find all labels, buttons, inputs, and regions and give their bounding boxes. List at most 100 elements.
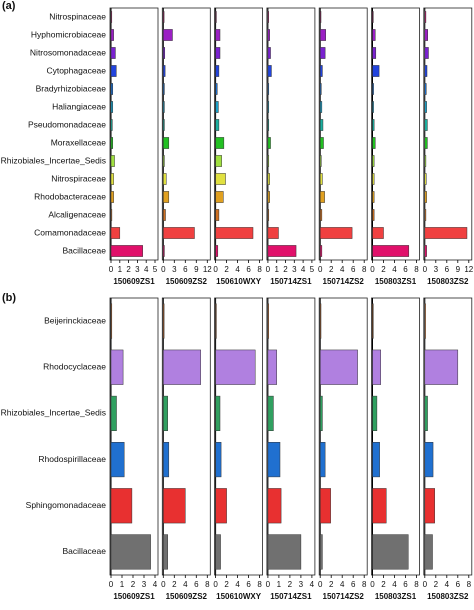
bar <box>372 191 375 203</box>
x-tick-label: 0 <box>109 265 114 274</box>
x-tick-label: 8 <box>362 265 367 274</box>
x-tick-label: 0 <box>161 580 166 589</box>
bar <box>319 395 323 431</box>
sample-name: 150610WXY <box>216 277 262 286</box>
x-tick-label: 1 <box>277 580 282 589</box>
x-tick-label: 3 <box>172 265 177 274</box>
bar <box>215 227 254 239</box>
bar <box>319 83 322 95</box>
bar <box>372 245 410 257</box>
bar <box>424 209 427 221</box>
bar <box>163 245 165 257</box>
bar <box>424 245 427 257</box>
bar <box>163 227 195 239</box>
bar <box>163 209 166 221</box>
sample-name: 150803ZS1 <box>375 277 417 286</box>
x-tick-label: 0 <box>109 580 114 589</box>
bar <box>110 65 117 77</box>
bar <box>372 155 375 167</box>
bar <box>110 137 114 149</box>
x-tick-label: 6 <box>403 580 408 589</box>
x-tick-label: 5 <box>153 265 158 274</box>
x-tick-label: 2 <box>131 580 136 589</box>
bar <box>267 101 270 113</box>
bar <box>163 303 165 339</box>
bar <box>424 488 435 524</box>
bar <box>110 303 113 339</box>
x-tick-label: 3 <box>434 265 439 274</box>
x-tick-label: 4 <box>235 265 240 274</box>
bar <box>163 47 166 59</box>
panel-frame <box>371 7 420 261</box>
bar <box>372 47 377 59</box>
category-label: Bradyrhizobiaceae <box>36 83 107 93</box>
bar <box>319 488 331 524</box>
bar <box>319 155 322 167</box>
x-tick-label: 8 <box>257 265 262 274</box>
bar <box>424 395 428 431</box>
bar <box>319 11 322 23</box>
bar <box>267 83 270 95</box>
bar <box>215 173 226 185</box>
x-tick-label: 2 <box>381 580 386 589</box>
bar <box>110 47 116 59</box>
bar <box>372 227 384 239</box>
category-label: Nitrospinaceae <box>49 11 106 21</box>
x-tick-label: 2 <box>283 265 288 274</box>
bar <box>110 173 114 185</box>
sample-name: 150803ZS2 <box>427 277 469 286</box>
bar <box>267 155 270 167</box>
bar <box>424 11 427 23</box>
bar <box>319 119 324 131</box>
bar <box>267 303 269 339</box>
bar <box>163 534 168 570</box>
bar <box>424 227 468 239</box>
bar <box>372 137 376 149</box>
category-label: Bacillaceae <box>63 245 107 255</box>
bar <box>215 83 218 95</box>
bar <box>372 488 387 524</box>
category-label: Rhodospirillaceae <box>38 454 106 464</box>
bar <box>267 209 270 221</box>
bar <box>267 173 270 185</box>
bar <box>372 534 409 570</box>
x-tick-label: 8 <box>362 580 367 589</box>
bar <box>372 349 381 385</box>
x-tick-label: 0 <box>213 580 218 589</box>
bar <box>319 173 323 185</box>
x-tick-label: 2 <box>381 265 386 274</box>
category-label: Alcaligenaceae <box>48 209 106 219</box>
bar <box>267 534 302 570</box>
bar <box>424 155 427 167</box>
category-label: Bacillaceae <box>63 546 107 556</box>
bar <box>215 29 221 41</box>
bar <box>110 83 114 95</box>
bar <box>372 29 376 41</box>
bar <box>267 29 270 41</box>
bar <box>163 191 170 203</box>
bar <box>110 209 113 221</box>
x-tick-label: 6 <box>246 265 251 274</box>
x-tick-label: 0 <box>213 265 218 274</box>
bar <box>372 101 374 113</box>
bar <box>424 47 429 59</box>
bar <box>267 11 269 23</box>
bar <box>319 303 322 339</box>
x-tick-label: 5 <box>310 265 315 274</box>
bar <box>372 395 378 431</box>
x-tick-label: 0 <box>423 265 428 274</box>
bar <box>424 442 434 478</box>
panel-frame <box>109 7 159 261</box>
sample-name: 150609ZS2 <box>166 277 208 286</box>
bar <box>163 11 165 23</box>
category-label: Cytophagaceae <box>46 65 106 75</box>
panel-frame <box>266 297 316 576</box>
bar <box>267 442 281 478</box>
panel-label: (a) <box>2 0 16 12</box>
x-tick-label: 0 <box>370 265 375 274</box>
bar <box>163 83 165 95</box>
bar <box>319 191 325 203</box>
x-tick-label: 0 <box>423 580 428 589</box>
bar <box>110 349 124 385</box>
